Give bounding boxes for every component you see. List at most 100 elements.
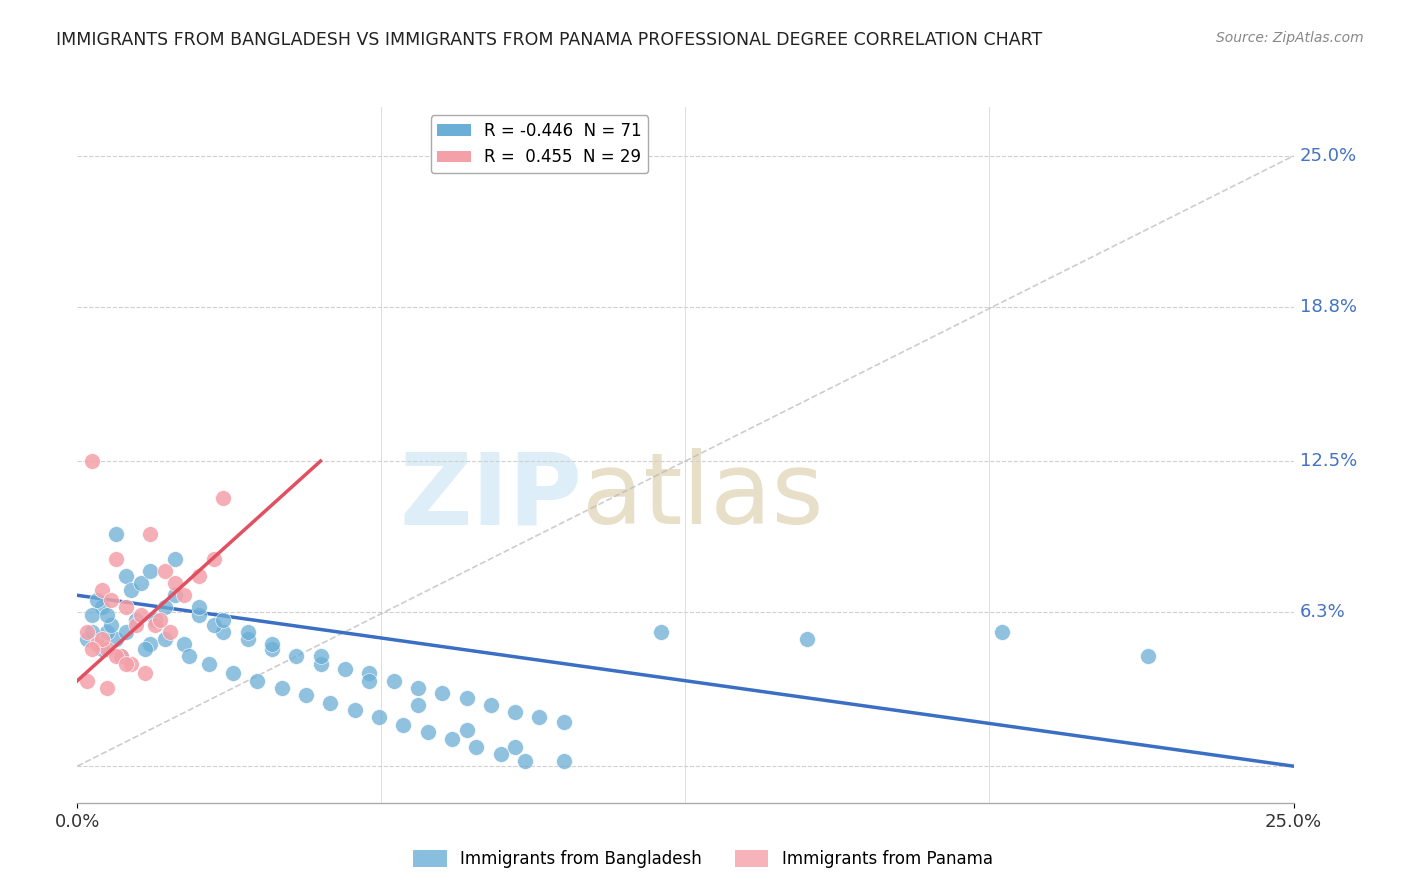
Point — [90, 600, 112, 615]
Text: 18.8%: 18.8% — [1299, 298, 1357, 317]
Point — [553, 715, 575, 730]
Point — [120, 657, 142, 671]
Point — [139, 527, 162, 541]
Point — [465, 739, 488, 754]
Point — [1136, 649, 1159, 664]
Point — [129, 576, 152, 591]
Point — [309, 657, 332, 671]
Point — [285, 649, 308, 664]
Point — [115, 624, 138, 639]
Point — [90, 642, 112, 657]
Point — [359, 666, 381, 681]
Point — [202, 551, 225, 566]
Point — [503, 739, 526, 754]
Point — [163, 551, 186, 566]
Text: atlas: atlas — [582, 448, 824, 545]
Point — [796, 632, 818, 647]
Point — [197, 657, 219, 671]
Point — [153, 600, 176, 615]
Point — [115, 600, 138, 615]
Point — [236, 624, 259, 639]
Point — [96, 607, 118, 622]
Point — [173, 588, 195, 602]
Point — [440, 732, 463, 747]
Text: 6.3%: 6.3% — [1299, 603, 1346, 622]
Point — [333, 661, 356, 675]
Point — [125, 617, 148, 632]
Point — [100, 617, 122, 632]
Point — [139, 564, 162, 578]
Point — [129, 607, 152, 622]
Point — [236, 632, 259, 647]
Point — [153, 564, 176, 578]
Text: IMMIGRANTS FROM BANGLADESH VS IMMIGRANTS FROM PANAMA PROFESSIONAL DEGREE CORRELA: IMMIGRANTS FROM BANGLADESH VS IMMIGRANTS… — [56, 31, 1042, 49]
Point — [90, 583, 112, 598]
Point — [503, 706, 526, 720]
Point — [173, 637, 195, 651]
Point — [110, 649, 132, 664]
Point — [105, 527, 128, 541]
Point — [188, 568, 211, 582]
Point — [246, 673, 269, 688]
Point — [529, 710, 551, 724]
Point — [416, 725, 439, 739]
Point — [319, 696, 342, 710]
Point — [212, 613, 235, 627]
Point — [270, 681, 292, 695]
Point — [110, 649, 132, 664]
Point — [430, 686, 453, 700]
Point — [105, 649, 128, 664]
Point — [134, 642, 156, 657]
Point — [553, 754, 575, 768]
Point — [96, 681, 118, 695]
Point — [80, 454, 103, 468]
Point — [513, 754, 536, 768]
Point — [489, 747, 512, 761]
Point — [125, 613, 148, 627]
Point — [650, 624, 672, 639]
Point — [222, 666, 245, 681]
Point — [143, 613, 166, 627]
Point — [188, 607, 211, 622]
Text: ZIP: ZIP — [399, 448, 582, 545]
Point — [153, 632, 176, 647]
Point — [260, 637, 283, 651]
Point — [359, 673, 381, 688]
Point — [368, 710, 391, 724]
Point — [115, 568, 138, 582]
Point — [202, 617, 225, 632]
Point — [134, 666, 156, 681]
Point — [80, 607, 103, 622]
Point — [309, 649, 332, 664]
Legend: Immigrants from Bangladesh, Immigrants from Panama: Immigrants from Bangladesh, Immigrants f… — [406, 843, 1000, 875]
Point — [86, 637, 108, 651]
Point — [159, 624, 181, 639]
Point — [120, 583, 142, 598]
Point — [479, 698, 502, 713]
Point — [80, 642, 103, 657]
Point — [163, 588, 186, 602]
Point — [100, 593, 122, 607]
Point — [143, 617, 166, 632]
Legend: R = -0.446  N = 71, R =  0.455  N = 29: R = -0.446 N = 71, R = 0.455 N = 29 — [430, 115, 648, 173]
Point — [115, 657, 138, 671]
Point — [456, 723, 478, 737]
Point — [139, 637, 162, 651]
Point — [76, 632, 98, 647]
Point — [212, 491, 235, 505]
Point — [392, 717, 415, 731]
Point — [260, 642, 283, 657]
Point — [212, 624, 235, 639]
Point — [343, 703, 366, 717]
Point — [105, 632, 128, 647]
Point — [990, 624, 1012, 639]
Point — [163, 576, 186, 591]
Point — [105, 551, 128, 566]
Point — [96, 624, 118, 639]
Point — [86, 593, 108, 607]
Point — [76, 673, 98, 688]
Point — [406, 698, 429, 713]
Point — [456, 690, 478, 705]
Point — [406, 681, 429, 695]
Point — [149, 613, 172, 627]
